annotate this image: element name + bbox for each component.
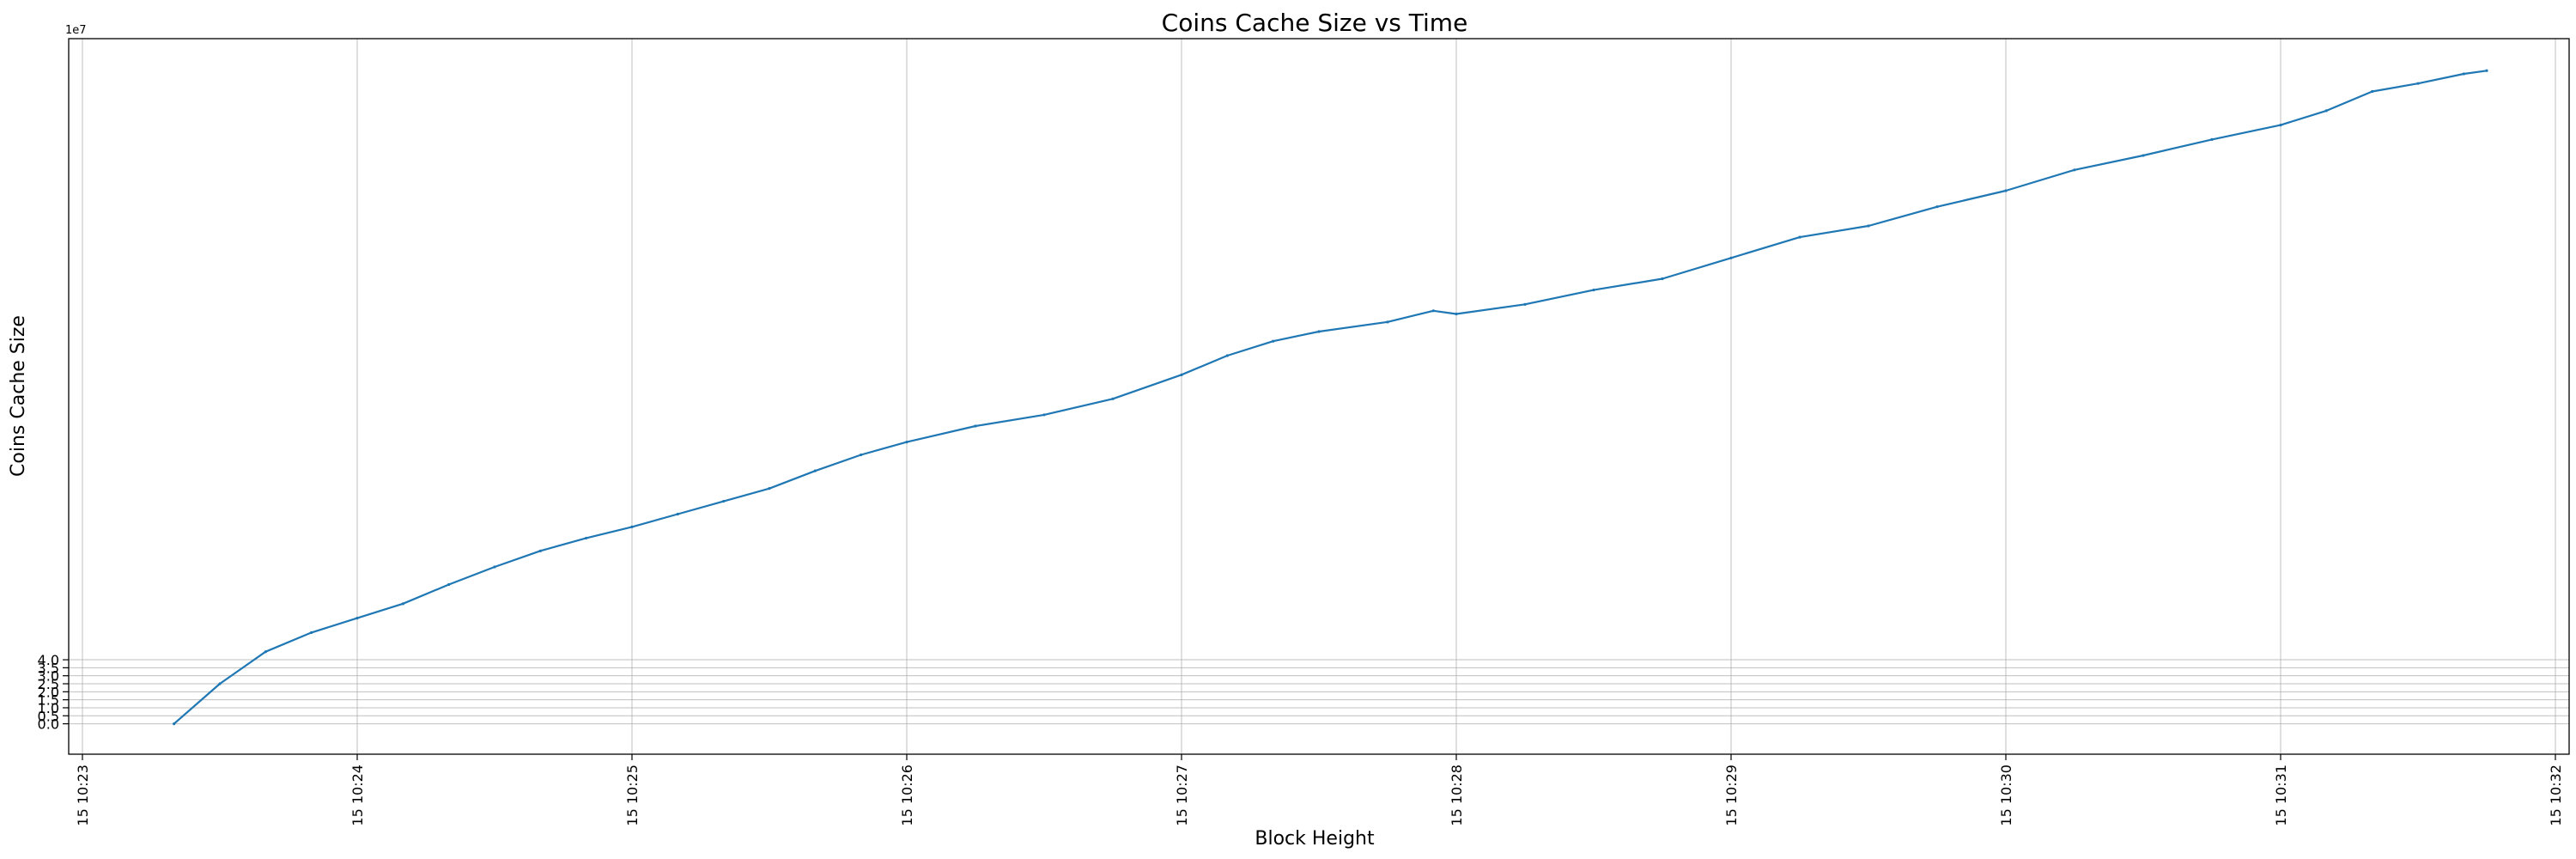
data-point <box>585 536 588 540</box>
data-point <box>1592 288 1595 292</box>
data-point <box>2324 109 2328 113</box>
y-tick-label: 2.0 <box>38 684 59 700</box>
data-point <box>1935 205 1939 209</box>
x-tick-label: 15 10:24 <box>349 765 366 826</box>
x-tick-label: 15 10:29 <box>1723 765 1740 826</box>
x-axis-title: Block Height <box>1255 828 1375 850</box>
data-point <box>1225 354 1229 357</box>
y-tick-label: 1.0 <box>38 700 59 716</box>
data-point <box>1523 302 1527 306</box>
plot-frame <box>68 38 2570 755</box>
data-point <box>676 512 679 516</box>
data-point <box>813 469 817 472</box>
data-point <box>1111 397 1115 400</box>
tick-layer: 0.00.51.01.52.02.53.03.54.0 15 10:23 15 10… <box>38 652 2564 826</box>
data-point <box>2416 82 2420 85</box>
x-tick-label: 15 10:25 <box>624 765 641 826</box>
data-point <box>1272 339 1275 343</box>
data-point <box>493 565 496 569</box>
data-point <box>2073 168 2076 172</box>
data-point <box>310 631 313 634</box>
data-point <box>630 525 634 528</box>
x-tick-label: 15 10:32 <box>2548 765 2564 826</box>
y-tick-label: 0.0 <box>38 716 59 733</box>
data-point <box>860 453 863 457</box>
x-tick-label: 15 10:23 <box>75 765 91 826</box>
grid-layer <box>69 39 2569 754</box>
data-point <box>2142 154 2145 157</box>
data-point <box>173 722 176 726</box>
x-tick-label: 15 10:28 <box>1449 765 1465 826</box>
y-tick-label: 1.5 <box>38 692 59 709</box>
data-point <box>1867 224 1870 228</box>
x-tick-label: 15 10:26 <box>899 765 915 826</box>
data-point <box>905 441 908 444</box>
data-point <box>2279 124 2282 127</box>
data-point <box>447 582 451 587</box>
data-point <box>974 424 977 428</box>
data-point <box>2004 189 2008 192</box>
data-point <box>1798 235 1801 239</box>
series-layer <box>173 69 2488 726</box>
data-point <box>1661 277 1664 281</box>
data-point <box>2210 137 2214 142</box>
y-tick-label: 3.0 <box>38 668 59 685</box>
data-point <box>218 682 222 685</box>
data-point <box>355 616 359 620</box>
x-tick-label: 15 10:27 <box>1174 765 1190 826</box>
data-point <box>2371 89 2374 94</box>
data-point <box>768 487 771 490</box>
data-point <box>1431 309 1435 313</box>
y-tick-label: 2.5 <box>38 676 59 692</box>
data-point <box>1729 256 1733 259</box>
y-tick-label: 4.0 <box>38 652 59 668</box>
data-point <box>401 602 404 606</box>
x-tick-label: 15 10:30 <box>1998 765 2014 826</box>
data-point <box>2462 72 2465 76</box>
data-point <box>722 499 726 503</box>
y-offset-label: 1e7 <box>65 24 87 37</box>
x-tick-label: 15 10:31 <box>2273 765 2289 826</box>
data-point <box>1042 413 1046 417</box>
y-axis-title: Coins Cache Size <box>8 315 29 477</box>
y-tick-label: 0.5 <box>38 708 59 724</box>
data-point <box>1455 312 1458 316</box>
data-point <box>1180 373 1183 376</box>
data-point <box>1386 320 1389 324</box>
series-line <box>173 70 2488 725</box>
data-point <box>538 549 542 552</box>
plot-area <box>69 39 2569 754</box>
chart-title: Coins Cache Size vs Time <box>1162 9 1468 37</box>
data-point <box>1317 330 1321 333</box>
data-point <box>264 650 267 654</box>
data-point <box>2485 69 2488 72</box>
y-tick-label: 3.5 <box>38 660 59 676</box>
